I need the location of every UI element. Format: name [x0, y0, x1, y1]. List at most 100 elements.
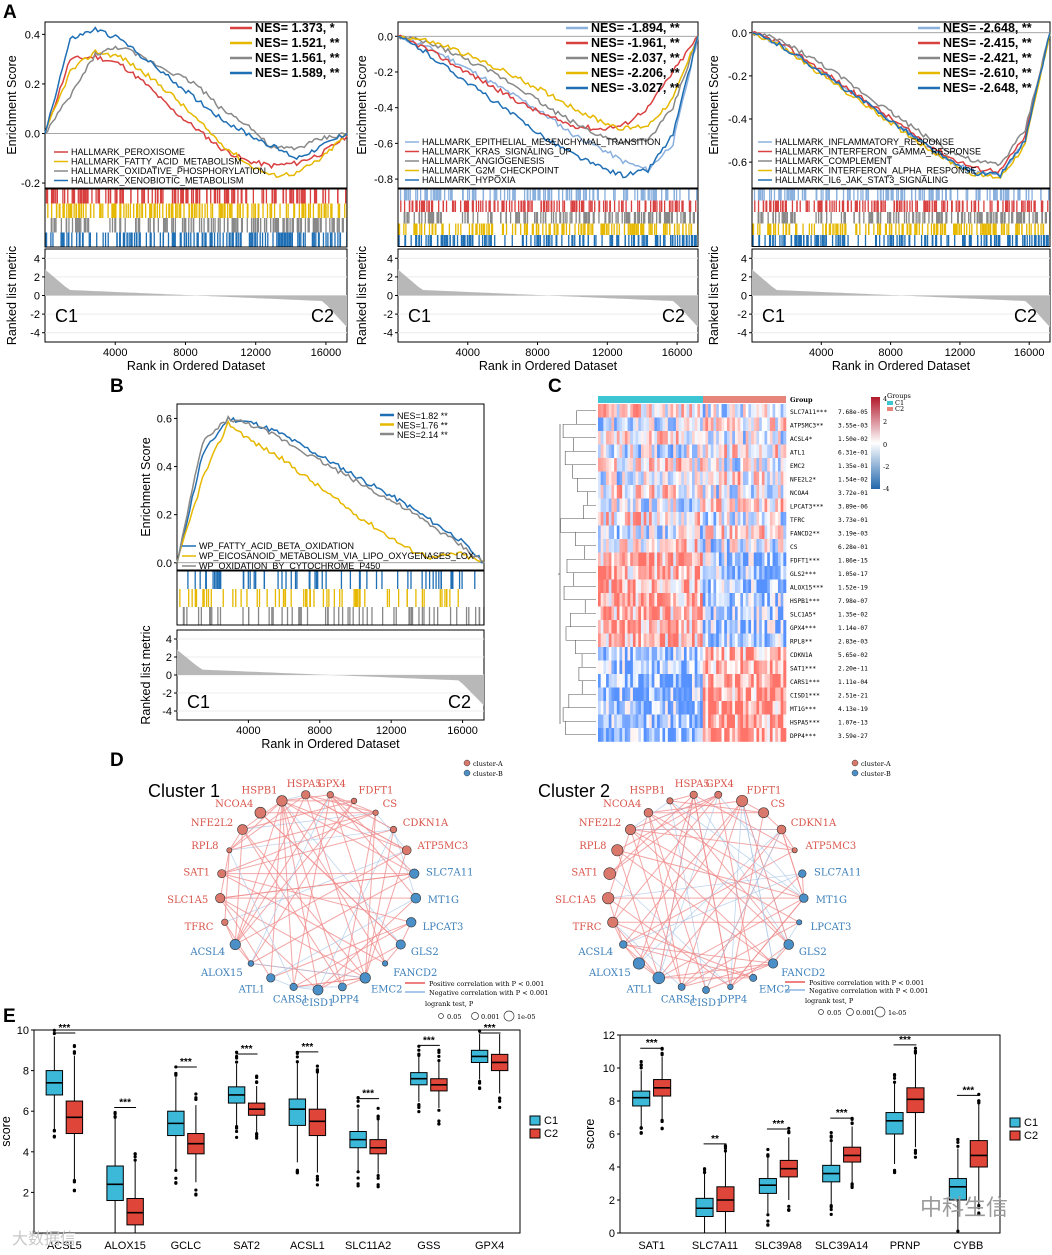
heatmap-cell	[616, 552, 620, 567]
heatmap-cell	[759, 633, 763, 648]
box-c2	[843, 1146, 862, 1163]
box-outlier	[639, 1130, 643, 1135]
nes-label: NES= -2.415, **	[943, 36, 1032, 50]
heatmap-cell	[640, 714, 644, 729]
heatmap-cell	[764, 728, 768, 742]
metric-ytick-label: -4	[162, 706, 172, 718]
heatmap-cell	[683, 579, 687, 594]
heatmap-cell	[751, 498, 755, 513]
heatmap-cell	[769, 728, 773, 742]
heatmap-cell	[622, 660, 626, 675]
heatmap-cell	[700, 687, 704, 702]
heatmap-cell	[673, 674, 677, 688]
network-node-label: CDKN1A	[791, 818, 837, 829]
heatmap-cell	[692, 552, 695, 567]
network-edge	[630, 829, 795, 851]
heatmap-cell	[780, 498, 784, 513]
heatmap-cell	[775, 539, 779, 553]
heatmap-cell	[783, 579, 787, 594]
heatmap-cell	[769, 566, 773, 580]
heatmap-cell	[769, 701, 773, 715]
heatmap-cell	[748, 687, 752, 702]
heatmap-cell	[616, 687, 620, 702]
heatmap-cell	[772, 593, 776, 607]
heatmap-cell	[681, 728, 685, 742]
heatmap-cell	[622, 701, 626, 715]
heatmap-cell	[751, 417, 755, 432]
heatmap-cell	[662, 539, 666, 553]
heatmap-cell	[675, 404, 679, 418]
dendrogram-branch	[575, 639, 596, 655]
heatmap-cell	[718, 525, 722, 540]
heatmap-cell	[611, 417, 615, 432]
cluster-2-title: Cluster 2	[538, 781, 610, 801]
heatmap-cell	[767, 674, 771, 688]
heatmap-cell	[651, 593, 655, 607]
heatmap-cell	[783, 512, 787, 526]
network-node	[221, 918, 229, 926]
heatmap-cell	[678, 512, 682, 526]
heatmap-cell	[783, 606, 787, 621]
box-outlier	[498, 1096, 502, 1100]
heatmap-cell	[710, 458, 714, 472]
network-node-label: TFRC	[573, 922, 602, 933]
heatmap-cell	[627, 512, 631, 526]
heatmap-cell	[603, 431, 607, 445]
heatmap-cell	[777, 512, 781, 526]
heatmap-gene-label: ACSL4*	[790, 436, 813, 443]
box-ytick-label: 2	[609, 1195, 615, 1207]
heatmap-gene-label: CDKN1A	[790, 652, 813, 659]
metric-ytick-label: 2	[166, 652, 172, 664]
heatmap-cell	[632, 458, 636, 472]
heatmap-cell	[737, 566, 741, 580]
heatmap-cell	[649, 660, 653, 675]
network-node-label: LPCAT3	[423, 922, 464, 933]
box-outlier	[356, 1184, 360, 1188]
heatmap-cell	[780, 444, 784, 459]
heatmap-cell	[614, 647, 618, 661]
heatmap-cell	[716, 633, 720, 648]
heatmap-cell	[729, 674, 733, 688]
heatmap-cell	[630, 606, 634, 621]
heatmap-cell	[743, 539, 747, 553]
heatmap-cell	[718, 431, 722, 445]
heatmap-cell	[622, 633, 626, 648]
heatmap-cell	[769, 404, 773, 418]
heatmap-cell	[751, 660, 755, 675]
nes-label: NES=1.82 **	[397, 411, 448, 421]
heatmap-cell	[743, 606, 747, 621]
heatmap-cell	[603, 620, 607, 634]
heatmap-cell	[619, 539, 623, 553]
box-ytick-label: 8	[23, 1066, 29, 1078]
heatmap-cell	[670, 431, 674, 445]
network-node-label: ATL1	[626, 984, 653, 995]
heatmap-cell	[700, 633, 704, 648]
heatmap-cell	[638, 525, 642, 540]
heatmap-cell	[751, 404, 755, 418]
heatmap-cell	[678, 498, 682, 513]
heatmap-cell	[654, 552, 658, 567]
heatmap-cell	[718, 633, 722, 648]
es-ytick-label: -0.2	[21, 178, 40, 190]
network-node	[714, 790, 723, 799]
heatmap-cell	[654, 566, 658, 580]
heatmap-cell	[700, 728, 704, 742]
heatmap-cell	[756, 417, 760, 432]
network-edge	[250, 963, 366, 979]
heatmap-cell	[718, 620, 722, 634]
heatmap-cell	[702, 525, 706, 540]
heatmap-cell	[654, 674, 658, 688]
heatmap-cell	[643, 485, 647, 499]
heatmap-gene-label: CARS1***	[790, 679, 820, 686]
heatmap-cell	[643, 417, 647, 432]
heatmap-cell	[608, 444, 612, 459]
network-edge	[260, 812, 402, 945]
heatmap-cell	[678, 647, 682, 661]
legend-size-large	[503, 1010, 515, 1022]
heatmap-cell	[624, 471, 628, 486]
heatmap-cell	[772, 620, 776, 634]
heatmap-cell	[678, 404, 682, 418]
heatmap-cell	[654, 579, 658, 594]
heatmap-cell	[635, 458, 639, 472]
heatmap-cell	[624, 431, 628, 445]
